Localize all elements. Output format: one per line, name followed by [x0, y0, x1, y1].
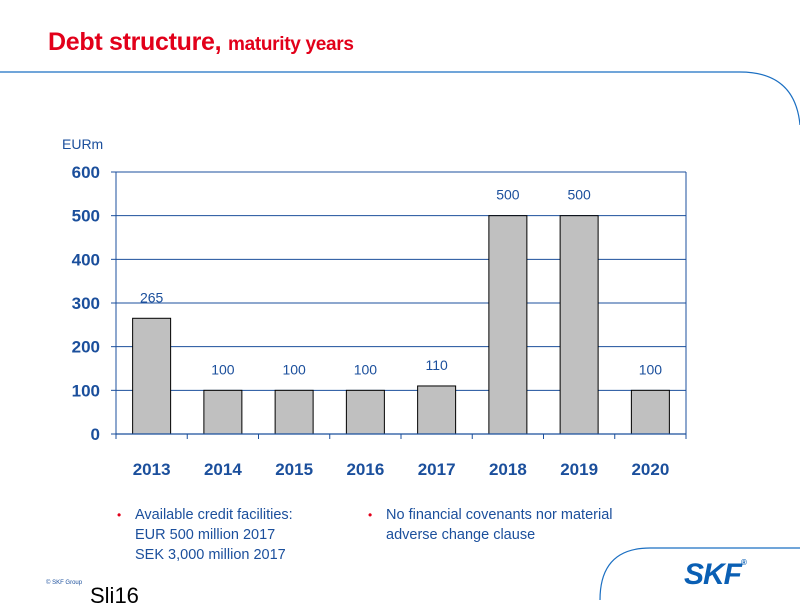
bar-2016: [345, 389, 385, 435]
bullet-dot: •: [368, 508, 373, 522]
data-labels: 265 100 100 100 110 500 500 100: [140, 187, 662, 378]
bullet-right-line2: adverse change clause: [386, 527, 536, 543]
copyright-notice: © SKF Group: [46, 580, 83, 586]
x-tick-label-2016: 2016: [346, 460, 384, 479]
y-tick-label: 400: [72, 250, 100, 269]
x-tick-label-2014: 2014: [204, 460, 242, 479]
y-tick-label: 600: [72, 163, 100, 182]
bar-2015: [274, 389, 314, 435]
x-tick-label-2015: 2015: [275, 460, 313, 479]
bar-2020: [630, 389, 670, 435]
slide-number: Sli16: [90, 583, 139, 608]
x-axis-tick-labels: 2013 2014 2015 2016 2017 2018 2019 2020: [133, 460, 670, 479]
bullet-credit-facilities: • Available credit facilities: EUR 500 m…: [117, 505, 293, 565]
bar-2014: [203, 389, 243, 435]
chart-gridlines: [115, 171, 687, 434]
bullet-left-line3: SEK 3,000 million 2017: [135, 547, 286, 563]
bar-2019: [559, 215, 599, 435]
y-tick-label: 500: [72, 207, 100, 226]
y-tick-label: 100: [72, 381, 100, 400]
data-label-2014: 100: [211, 361, 235, 377]
x-tick-label-2018: 2018: [489, 460, 527, 479]
x-tick-label-2017: 2017: [418, 460, 456, 479]
x-tick-label-2013: 2013: [133, 460, 171, 479]
data-label-2015: 100: [282, 361, 306, 377]
bullet-dot: •: [117, 508, 122, 522]
bar-2017: [417, 385, 457, 435]
bullet-left-line2: EUR 500 million 2017: [135, 527, 276, 543]
data-label-2020: 100: [639, 361, 663, 377]
bullet-covenants: • No financial covenants nor material ad…: [368, 505, 613, 545]
data-label-2016: 100: [354, 361, 378, 377]
chart-bars: [132, 215, 670, 435]
bullet-left-line1: Available credit facilities:: [135, 507, 293, 523]
x-tick-label-2019: 2019: [560, 460, 598, 479]
y-tick-label: 200: [72, 338, 100, 357]
data-label-2013: 265: [140, 289, 164, 305]
skf-logo-text: SKF: [684, 558, 742, 591]
data-label-2017: 110: [425, 357, 448, 373]
slide-title-sub: maturity years: [227, 34, 354, 55]
data-label-2019: 500: [567, 187, 591, 203]
slide-title-main: Debt structure,: [48, 28, 222, 56]
bullet-right-line1: No financial covenants nor material: [386, 507, 613, 523]
y-tick-label: 0: [91, 425, 100, 444]
x-axis: [115, 433, 687, 439]
y-axis-unit-label: EURm: [62, 136, 104, 152]
y-tick-label: 300: [72, 294, 100, 313]
registered-mark: ®: [741, 558, 747, 567]
bar-2018: [488, 215, 528, 435]
skf-logo: SKF®: [684, 558, 747, 592]
data-label-2018: 500: [496, 187, 520, 203]
slide-title: Debt structure, maturity years: [48, 28, 354, 57]
bar-2013: [132, 317, 172, 435]
y-axis-ticks: 0 100 200 300 400 500 600: [72, 163, 116, 444]
x-tick-label-2020: 2020: [631, 460, 669, 479]
